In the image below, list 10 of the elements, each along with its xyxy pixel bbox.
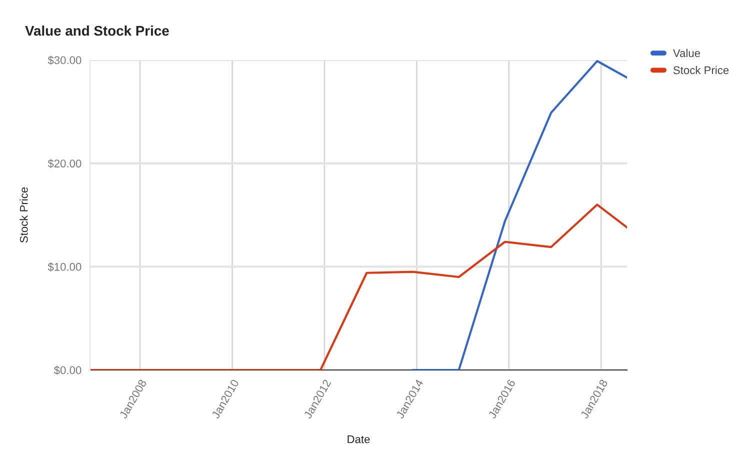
- y-tick-label: $10.00: [48, 262, 82, 272]
- legend-label: Stock Price: [673, 66, 729, 74]
- y-axis-title: Stock Price: [20, 187, 28, 243]
- legend-label: Value: [672, 48, 700, 58]
- line-series: [412, 60, 627, 370]
- chart-title: Value and Stock Price: [25, 26, 169, 36]
- y-tick-label: $0.00: [54, 366, 82, 375]
- y-tick-label: $20.00: [48, 159, 82, 168]
- y-tick-label: $30.00: [48, 56, 82, 65]
- x-axis-title: Date: [348, 435, 370, 444]
